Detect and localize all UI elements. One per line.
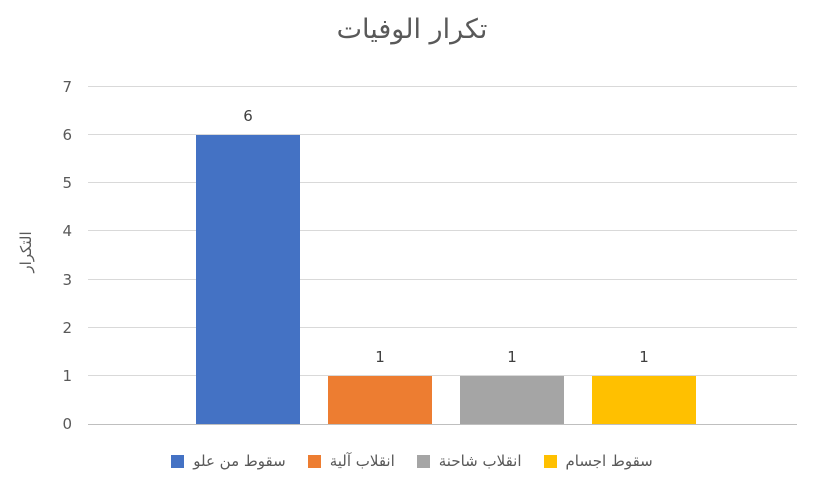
gridline — [88, 278, 797, 280]
bar-value-label: 1 — [375, 347, 385, 366]
gridline — [88, 182, 797, 184]
gridline — [88, 326, 797, 328]
legend-label: انقلاب آلية — [329, 452, 395, 470]
chart-title[interactable]: تكرار الوفيات — [336, 14, 488, 45]
y-tick-label: 5 — [62, 174, 72, 193]
bar-value-label: 1 — [507, 347, 517, 366]
gridline — [88, 134, 797, 136]
legend-item-3[interactable]: انقلاب شاحنة — [416, 452, 522, 470]
legend-item-2[interactable]: انقلاب آلية — [307, 452, 395, 470]
legend-label: انقلاب شاحنة — [438, 452, 522, 470]
y-tick-label: 2 — [62, 318, 72, 337]
bar-3[interactable] — [460, 375, 564, 424]
y-tick-label: 4 — [62, 222, 72, 241]
y-tick-label: 3 — [62, 270, 72, 289]
y-tick-label: 7 — [62, 78, 72, 96]
legend-swatch-icon — [171, 454, 185, 468]
y-axis-title: التكرار — [17, 231, 35, 273]
legend-label: سقوط من علو — [193, 452, 286, 470]
legend-swatch-icon — [307, 454, 321, 468]
y-tick-label: 6 — [62, 126, 72, 145]
bar-4[interactable] — [592, 375, 696, 424]
y-tick-label: 1 — [62, 366, 72, 385]
bar-2[interactable] — [328, 375, 432, 424]
bar-value-label: 6 — [243, 107, 253, 126]
legend-swatch-icon — [543, 454, 557, 468]
plot-area[interactable] — [88, 86, 797, 425]
x-axis-line — [88, 424, 797, 425]
legend: سقوط من علو انقلاب آلية انقلاب شاحنة سقوط ا… — [0, 452, 824, 470]
gridline — [88, 230, 797, 232]
gridline — [88, 374, 797, 376]
legend-swatch-icon — [416, 454, 430, 468]
legend-label: سقوط اجسام — [565, 452, 653, 470]
bar-value-label: 1 — [639, 347, 649, 366]
bar-1[interactable] — [196, 135, 300, 424]
y-tick-label: 0 — [62, 415, 72, 433]
legend-item-1[interactable]: سقوط من علو — [171, 452, 286, 470]
gridline — [88, 86, 797, 87]
legend-item-4[interactable]: سقوط اجسام — [543, 452, 653, 470]
